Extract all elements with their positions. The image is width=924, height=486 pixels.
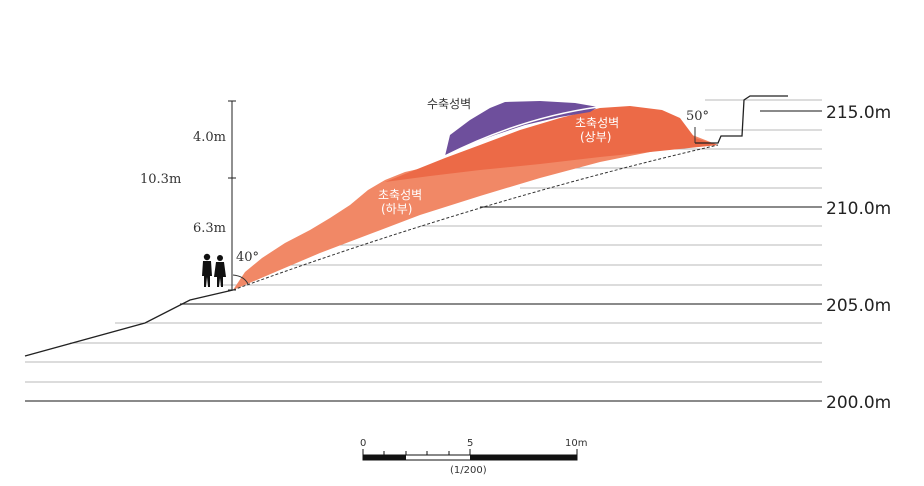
- repair-wall-label: 수축성벽: [427, 97, 471, 111]
- initial-wall-upper: [385, 106, 718, 182]
- dim-total-label: 10.3m: [140, 172, 181, 187]
- scale-bar: [362, 449, 578, 461]
- level-210-label: 210.0m: [826, 199, 891, 219]
- initial-upper-label-line2: (상부): [580, 130, 611, 144]
- scale-ratio: (1/200): [450, 465, 487, 476]
- height-dimension: [228, 100, 236, 291]
- level-205-label: 205.0m: [826, 296, 891, 316]
- scale-tick-0: 0: [360, 438, 366, 449]
- scale-tick-5: 5: [467, 438, 473, 449]
- initial-lower-label-line2: (하부): [381, 202, 412, 216]
- dim-lower-label: 6.3m: [193, 221, 226, 236]
- level-grid: [25, 99, 822, 383]
- level-215-label: 215.0m: [826, 103, 891, 123]
- angle-left-arc: [232, 274, 249, 285]
- scale-tick-10: 10m: [565, 438, 587, 449]
- level-200-label: 200.0m: [826, 393, 891, 413]
- ground-profile: [24, 289, 234, 357]
- people-silhouette-icon: [202, 253, 226, 287]
- initial-upper-label-line1: 초축성벽: [575, 116, 619, 130]
- dim-upper-label: 4.0m: [193, 130, 226, 145]
- wall-boundary: [444, 106, 599, 157]
- right-structure-profile: [695, 95, 788, 144]
- angle-right-label: 50°: [686, 109, 709, 124]
- angle-left-label: 40°: [236, 250, 259, 265]
- initial-lower-label-line1: 초축성벽: [378, 188, 422, 202]
- base-dashed-line: [232, 144, 719, 291]
- level-lines-major: [25, 110, 822, 402]
